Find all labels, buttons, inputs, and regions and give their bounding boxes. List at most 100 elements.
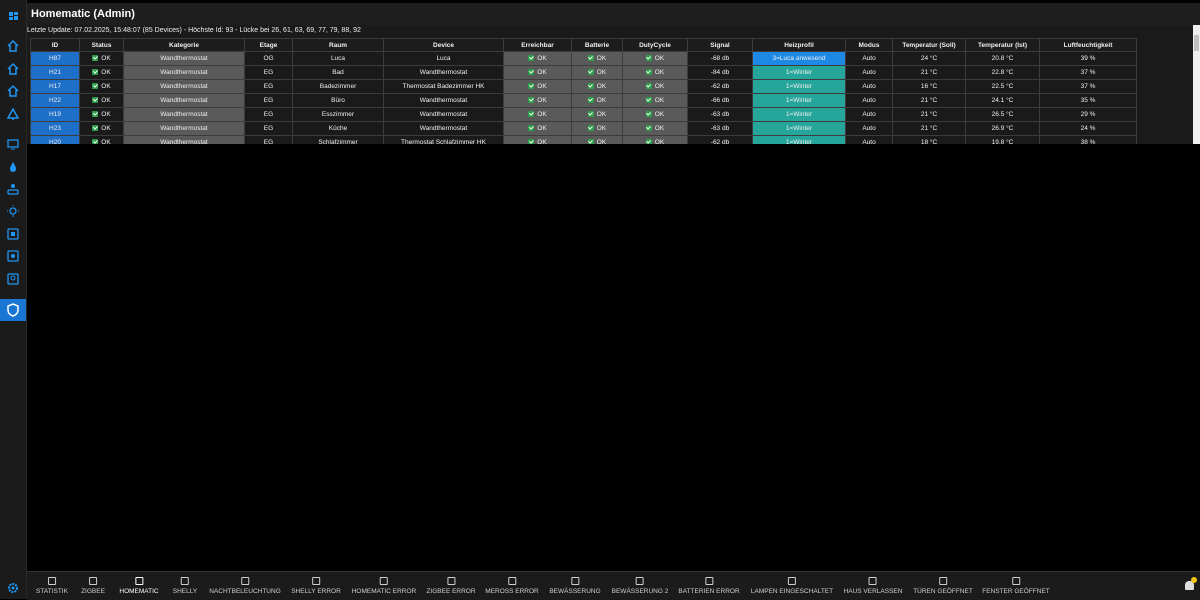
nav-tab[interactable]: ZIGBEE (81, 572, 105, 600)
column-header[interactable]: Heizprofil (753, 38, 846, 52)
home-icon[interactable] (4, 83, 22, 99)
check-icon (645, 83, 652, 89)
tab-label: BATTERIEN ERROR (678, 588, 740, 595)
shield-icon-active[interactable] (0, 299, 26, 321)
table-cell: 26.5 °C (966, 108, 1040, 122)
nav-tab[interactable]: LAMPEN EINGESCHALTET (751, 572, 833, 600)
notification-bell[interactable] (1185, 581, 1194, 590)
check-icon (645, 69, 652, 75)
garden-icon[interactable] (4, 106, 22, 122)
column-header[interactable]: DutyCycle (623, 38, 688, 52)
table-cell: EG (245, 94, 293, 108)
column-header[interactable]: Modus (846, 38, 893, 52)
nav-tab[interactable]: STATISTIK (36, 572, 68, 600)
check-icon (645, 97, 652, 103)
check-icon (528, 125, 535, 131)
tab-label: ZIGBEE ERROR (426, 588, 476, 595)
bottom-nav: STATISTIK ZIGBEE HOMEMATIC SHELLY NACHTBELEU… (27, 571, 1200, 600)
cell-text: 19.8 °C (991, 139, 1014, 144)
nav-tab[interactable]: SHELLY (173, 572, 197, 600)
column-header[interactable]: Device (384, 38, 504, 52)
nav-tab[interactable]: BEWÄSSERUNG 2 (612, 572, 668, 600)
table-cell: OK (504, 52, 572, 66)
nav-tab[interactable]: HOMEMATIC (119, 572, 159, 600)
table-cell: H17 (30, 80, 80, 94)
nav-tab[interactable]: BATTERIEN ERROR (678, 572, 740, 600)
dashboard-icon[interactable] (4, 8, 22, 24)
cell-text: 18 °C (920, 139, 938, 144)
monitor-icon[interactable] (4, 136, 22, 152)
table-cell: 1=Winter (753, 122, 846, 136)
tab-icon (705, 577, 713, 585)
table-cell: 26.9 °C (966, 122, 1040, 136)
column-header[interactable]: Luftfeuchtigkeit (1040, 38, 1137, 52)
table-cell: 24 % (1040, 122, 1137, 136)
device-icon[interactable] (4, 248, 22, 264)
nav-tab[interactable]: BEWÄSSERUNG (549, 572, 601, 600)
sidebar (0, 0, 27, 599)
network-icon[interactable] (4, 181, 22, 197)
water-icon[interactable] (4, 159, 22, 175)
table-cell: Wandthermostat (124, 52, 245, 66)
cell-text: OK (101, 83, 111, 90)
table-cell: 3=Luca anwesend (753, 52, 846, 66)
status-line: Letzte Update: 07.02.2025, 15:48:07 (85 … (27, 27, 361, 34)
cell-text: 21 °C (920, 111, 938, 118)
table-cell: Büro (293, 94, 384, 108)
cell-text: OK (101, 97, 111, 104)
nav-tab[interactable]: TÜREN GEÖFFNET (913, 572, 973, 600)
light-icon[interactable] (4, 204, 22, 220)
nav-tab[interactable]: HAUS VERLASSEN (844, 572, 902, 600)
table-cell: OK (80, 108, 124, 122)
table-cell: Auto (846, 108, 893, 122)
cell-text: Büro (331, 97, 345, 104)
cell-text: OK (101, 139, 111, 144)
nav-tab[interactable]: ZIGBEE ERROR (426, 572, 476, 600)
column-header[interactable]: Temperatur (Soll) (893, 38, 966, 52)
column-header[interactable]: Etage (245, 38, 293, 52)
camera-icon[interactable] (4, 271, 22, 287)
cell-text: Auto (862, 55, 876, 62)
table-cell: OK (572, 122, 623, 136)
table-cell: OG (245, 52, 293, 66)
cell-text: 26.5 °C (991, 111, 1014, 118)
cell-text: -66 db (710, 97, 730, 104)
column-header[interactable]: Signal (688, 38, 753, 52)
cell-text: 37 % (1080, 69, 1096, 76)
cell-text: Wandthermostat (419, 111, 468, 118)
tab-icon (636, 577, 644, 585)
table-cell: -68 db (688, 52, 753, 66)
cell-text: H20 (49, 139, 61, 144)
scroll-thumb[interactable] (1194, 35, 1199, 51)
table-cell: OK (80, 80, 124, 94)
table-cell: H23 (30, 122, 80, 136)
nav-tab[interactable]: HOMEMATIC ERROR (352, 572, 416, 600)
scrollbar[interactable] (1193, 25, 1200, 144)
check-icon (587, 97, 594, 103)
nav-tab[interactable]: NACHTBELEUCHTUNG (209, 572, 281, 600)
cell-text: Wandthermostat (160, 97, 208, 104)
nav-tab[interactable]: FENSTER GEÖFFNET (982, 572, 1050, 600)
column-header[interactable]: Kategorie (124, 38, 245, 52)
column-header[interactable]: Raum (293, 38, 384, 52)
column-header[interactable]: Temperatur (Ist) (966, 38, 1040, 52)
home-icon[interactable] (4, 61, 22, 77)
column-header[interactable]: Erreichbar (504, 38, 572, 52)
device-icon[interactable] (4, 226, 22, 242)
cell-text: 21 °C (920, 69, 938, 76)
column-header[interactable]: ID (30, 38, 80, 52)
check-icon (528, 139, 535, 144)
table-cell: Auto (846, 52, 893, 66)
column-header[interactable]: Status (80, 38, 124, 52)
cell-text: 21 °C (920, 97, 938, 104)
cell-text: Wandthermostat (419, 69, 468, 76)
column-header[interactable]: Batterie (572, 38, 623, 52)
check-icon (587, 111, 594, 117)
home-icon[interactable] (4, 38, 22, 54)
nav-tab[interactable]: SHELLY ERROR (291, 572, 341, 600)
nav-tab[interactable]: MEROSS ERROR (485, 572, 539, 600)
cell-text: 1=Winter (785, 139, 813, 144)
cell-text: OK (537, 97, 547, 104)
settings-icon[interactable] (4, 580, 22, 596)
cell-text: 39 % (1080, 55, 1096, 62)
